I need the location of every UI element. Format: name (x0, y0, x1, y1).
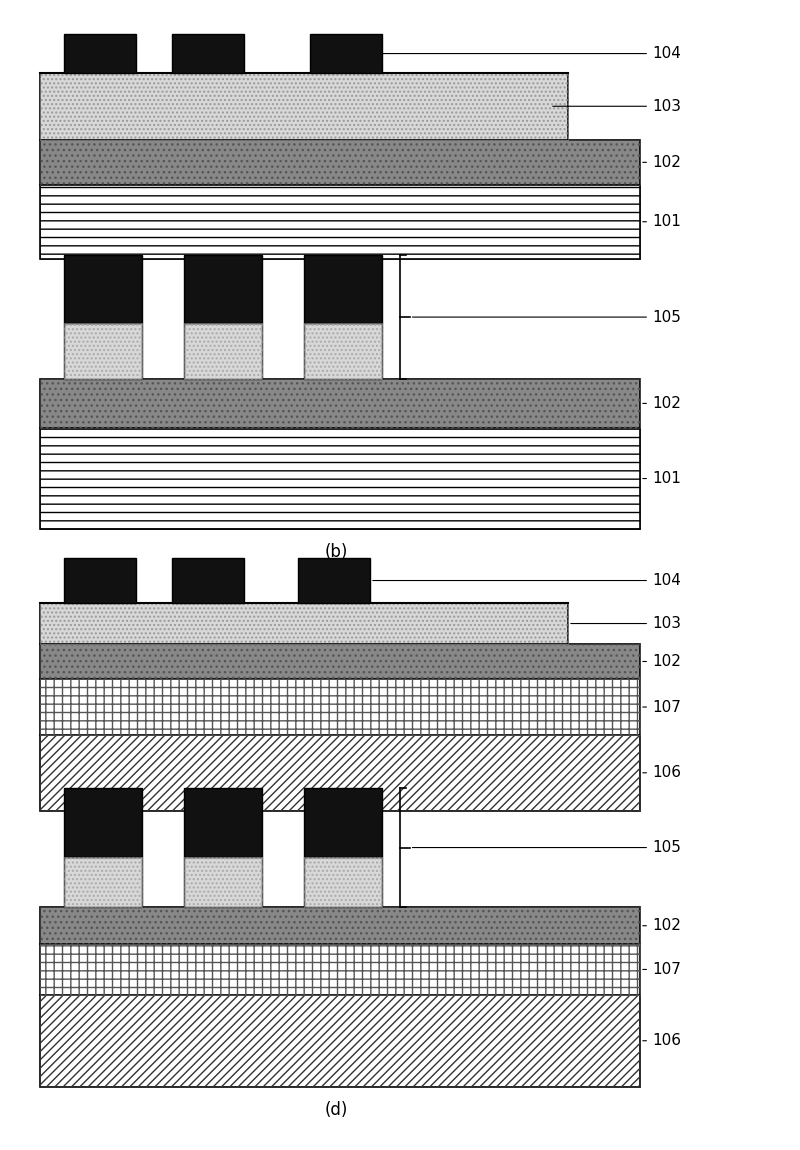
Bar (40, 72, 568, 140)
Bar (64, 323, 142, 378)
Bar (310, 34, 382, 72)
Bar (304, 255, 382, 323)
Bar (184, 323, 262, 378)
Bar (40, 995, 640, 1087)
Text: (a): (a) (325, 274, 347, 292)
Bar (64, 558, 136, 604)
Bar (304, 323, 382, 378)
Bar (40, 907, 640, 944)
Bar (298, 558, 370, 604)
Bar (40, 644, 640, 680)
Bar (184, 857, 262, 907)
Bar (40, 428, 640, 529)
Bar (64, 34, 136, 72)
Bar (40, 907, 640, 944)
Bar (64, 857, 142, 907)
Text: (c): (c) (325, 825, 347, 843)
Bar (40, 378, 640, 428)
Text: 102: 102 (642, 396, 681, 411)
Bar (64, 857, 142, 907)
Bar (64, 255, 142, 323)
Text: (b): (b) (324, 543, 348, 561)
Bar (40, 140, 640, 185)
Bar (40, 185, 640, 259)
Text: 101: 101 (642, 472, 681, 486)
Text: 103: 103 (553, 99, 681, 114)
Bar (40, 735, 640, 811)
Text: 104: 104 (354, 46, 681, 61)
Text: 106: 106 (642, 1033, 681, 1049)
Text: 105: 105 (412, 840, 681, 856)
Text: 102: 102 (642, 654, 681, 669)
Text: 107: 107 (642, 699, 681, 714)
Text: 107: 107 (642, 961, 681, 978)
Bar (304, 857, 382, 907)
Text: 104: 104 (373, 573, 681, 588)
Bar (40, 995, 640, 1087)
Text: 106: 106 (642, 765, 681, 781)
Bar (64, 788, 142, 857)
Bar (40, 72, 568, 140)
Bar (304, 788, 382, 857)
Bar (40, 644, 640, 680)
Bar (40, 428, 640, 529)
Text: 105: 105 (412, 309, 681, 324)
Text: 102: 102 (642, 918, 681, 934)
Text: 101: 101 (642, 214, 681, 229)
Text: 103: 103 (570, 616, 681, 631)
Bar (304, 323, 382, 378)
Bar (172, 34, 244, 72)
Bar (40, 680, 640, 735)
Bar (172, 558, 244, 604)
Bar (40, 378, 640, 428)
Bar (184, 788, 262, 857)
Bar (40, 604, 568, 644)
Bar (40, 604, 568, 644)
Bar (40, 140, 640, 185)
Bar (184, 255, 262, 323)
Bar (40, 944, 640, 995)
Bar (40, 185, 640, 259)
Text: 102: 102 (642, 155, 681, 170)
Bar (40, 680, 640, 735)
Bar (304, 857, 382, 907)
Text: (d): (d) (324, 1101, 348, 1119)
Bar (40, 944, 640, 995)
Bar (64, 323, 142, 378)
Bar (184, 323, 262, 378)
Bar (184, 857, 262, 907)
Bar (40, 735, 640, 811)
